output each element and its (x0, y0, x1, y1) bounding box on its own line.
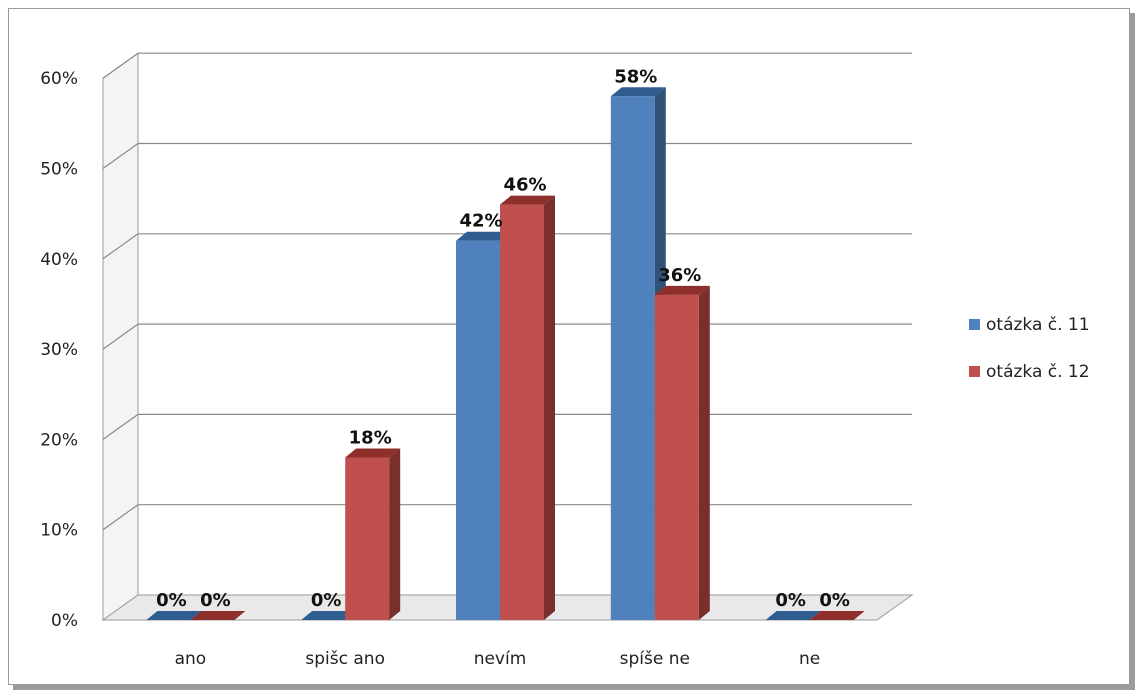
bar-top (146, 611, 202, 620)
y-tick-label: 40% (40, 250, 78, 270)
bar-front (345, 457, 390, 620)
data-label: 0% (819, 590, 850, 611)
data-label: 36% (658, 265, 701, 286)
data-label: 18% (349, 427, 392, 448)
gridline (102, 52, 912, 79)
bar-front (500, 204, 544, 620)
bar-top (610, 87, 666, 97)
legend-swatch (969, 319, 980, 330)
bar-side (698, 285, 710, 620)
data-labels: 0% 0% 0% 18% 42%46% 58% 36% 0% 0% (156, 66, 850, 611)
bar-top (500, 195, 555, 205)
bar-front (456, 240, 500, 621)
bar-top (809, 611, 865, 620)
bar-top (765, 611, 821, 620)
bar-front (654, 294, 699, 620)
bar-side (389, 448, 401, 620)
data-label: 42% (459, 211, 502, 232)
bar-side (544, 195, 555, 620)
y-tick-label: 50% (40, 160, 78, 180)
legend-swatch (969, 366, 980, 377)
legend-label: otázka č. 11 (986, 315, 1090, 335)
data-label: 0% (156, 590, 187, 611)
x-category-label: spíše ne (620, 649, 690, 669)
y-tick-label: 0% (51, 611, 78, 631)
y-axis-ticks: 0% 10% 20% 30% 40% 50% 60% (40, 69, 78, 631)
bar-front (610, 96, 655, 620)
x-axis-categories: ano spišc ano nevím spíše ne ne (175, 649, 821, 669)
y-tick-label: 20% (40, 430, 78, 450)
y-tick-label: 10% (40, 521, 78, 541)
data-label: 0% (200, 590, 231, 611)
x-category-label: ano (175, 649, 207, 669)
bar-top (654, 285, 710, 295)
bar-top (301, 611, 357, 620)
data-label: 58% (614, 66, 657, 87)
x-category-label: ne (799, 649, 820, 669)
legend-label: otázka č. 12 (986, 362, 1090, 382)
x-category-label: spišc ano (305, 649, 385, 669)
y-tick-label: 60% (40, 69, 78, 89)
y-tick-label: 30% (40, 340, 78, 360)
x-category-label: nevím (474, 649, 527, 669)
bars (146, 87, 865, 621)
data-label: 0% (775, 590, 806, 611)
legend: otázka č. 11 otázka č. 12 (969, 315, 1090, 382)
data-label: 46% (503, 175, 546, 196)
bar-top (190, 611, 246, 620)
data-label: 0% (311, 590, 342, 611)
bar-top (456, 231, 511, 241)
bar-top (345, 448, 401, 458)
